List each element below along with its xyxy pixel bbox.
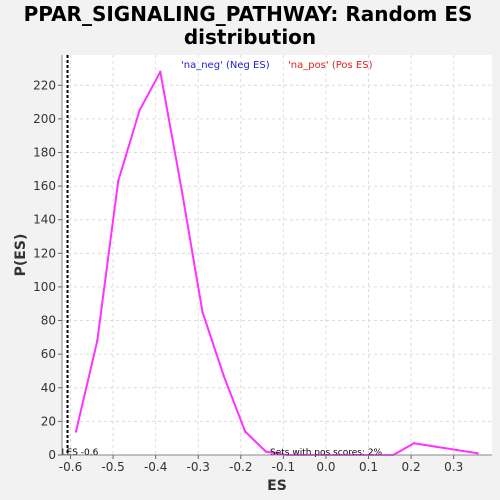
x-tick-label: -0.3: [187, 460, 210, 474]
data-point: [96, 339, 99, 342]
x-tick-label: 0.3: [444, 460, 463, 474]
series-layer: [74, 70, 479, 457]
data-point: [222, 374, 225, 378]
y-tick-label: 180: [33, 145, 56, 159]
data-point: [201, 310, 204, 314]
axes: [61, 55, 492, 456]
x-tick-label: -0.4: [144, 460, 167, 474]
plot-area: [62, 55, 492, 455]
x-tick-label: 0.1: [359, 460, 378, 474]
y-tick-label: 0: [48, 448, 56, 462]
x-tick-label: -0.2: [229, 460, 252, 474]
legend-item: 'na_pos' (Pos ES): [288, 60, 373, 71]
pos-scores-annotation: Sets with pos scores: 2%: [270, 448, 383, 458]
y-tick-label: 200: [33, 112, 56, 126]
data-point: [117, 179, 120, 183]
data-point: [412, 442, 416, 445]
x-tick-label: -0.1: [272, 460, 295, 474]
x-axis-label: ES: [267, 478, 287, 494]
marker-layer: LES -0.6 Sets with pos scores: 2%: [62, 55, 383, 458]
y-tick-label: 40: [41, 381, 56, 395]
x-tick-label: 0.0: [316, 460, 335, 474]
data-point: [455, 448, 458, 452]
y-tick-label: 20: [41, 414, 56, 428]
data-point: [159, 70, 162, 74]
x-ticks: -0.6 -0.5 -0.4 -0.3 -0.2 -0.1 0.0 0.1 0.2 0.3: [59, 455, 463, 474]
grid: [62, 55, 492, 456]
data-point: [243, 430, 247, 433]
data-point: [476, 452, 479, 455]
x-tick-label: -0.6: [59, 460, 82, 474]
x-tick-label: 0.2: [402, 460, 421, 474]
les-marker-label: LES -0.6: [62, 448, 99, 458]
y-tick-label: 160: [33, 179, 56, 193]
y-axis-label: P(ES): [13, 234, 29, 277]
data-point: [434, 445, 437, 448]
data-point: [138, 109, 141, 112]
chart-title-line2: distribution: [184, 25, 316, 49]
y-tick-label: 140: [33, 213, 56, 227]
data-point: [180, 188, 183, 191]
y-tick-label: 220: [33, 78, 56, 92]
y-tick-label: 80: [41, 314, 56, 328]
y-tick-label: 60: [41, 347, 56, 361]
y-tick-label: 120: [33, 246, 56, 260]
chart-title-line1: PPAR_SIGNALING_PATHWAY: Random ES: [24, 2, 473, 26]
data-point: [74, 430, 78, 433]
data-point: [264, 450, 268, 453]
legend-item: 'na_neg' (Neg ES): [181, 60, 270, 71]
y-tick-label: 100: [33, 280, 56, 294]
legend: 'na_neg' (Neg ES) 'na_pos' (Pos ES): [181, 60, 373, 71]
series-line: [75, 70, 478, 456]
y-ticks: 0 20 40 60 80 100 120 140 160 180 200 220: [33, 78, 62, 462]
x-tick-label: -0.5: [101, 460, 124, 474]
